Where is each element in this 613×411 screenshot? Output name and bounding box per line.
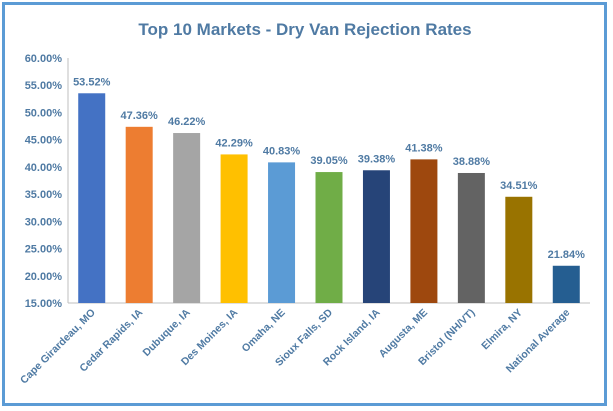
bar (457, 172, 485, 303)
data-label: 46.22% (168, 116, 206, 128)
bar (125, 126, 153, 303)
y-tick-label: 50.00% (25, 107, 63, 119)
data-label: 39.38% (358, 153, 396, 165)
data-label: 41.38% (405, 142, 443, 154)
data-label: 39.05% (310, 155, 348, 167)
data-label: 42.29% (215, 137, 253, 149)
y-tick-label: 60.00% (25, 53, 63, 65)
bar (362, 170, 390, 303)
data-label: 53.52% (73, 76, 111, 88)
bar (552, 265, 580, 303)
data-label: 34.51% (500, 180, 538, 192)
y-tick-label: 40.00% (25, 162, 63, 174)
y-tick-label: 15.00% (25, 298, 63, 310)
y-tick-label: 35.00% (25, 189, 63, 201)
x-tick-label: Augusta, ME (377, 307, 430, 360)
data-label: 21.84% (548, 249, 586, 261)
axes: 15.00% 20.00% 25.00% 30.00% 35.00% 40.00% 45.0… (25, 53, 590, 310)
x-tick-label: Omaha, NE (240, 307, 288, 355)
data-label: 38.88% (453, 156, 491, 168)
data-label: 40.83% (263, 145, 301, 157)
bar (173, 133, 201, 303)
bar (315, 172, 343, 303)
bar (78, 93, 106, 303)
y-tick-label: 45.00% (25, 135, 63, 147)
bar (505, 196, 533, 303)
bar (220, 154, 248, 303)
bar (410, 159, 438, 303)
chart-title: Top 10 Markets - Dry Van Rejection Rates (138, 20, 471, 39)
y-tick-label: 20.00% (25, 271, 63, 283)
y-tick-label: 30.00% (25, 216, 63, 228)
y-tick-label: 55.00% (25, 80, 63, 92)
bar (268, 162, 296, 303)
x-tick-label: Elmira, NY (479, 307, 525, 353)
data-label: 47.36% (121, 110, 159, 122)
x-tick-label: Dubuque, IA (141, 306, 193, 358)
y-tick-label: 25.00% (25, 244, 63, 256)
